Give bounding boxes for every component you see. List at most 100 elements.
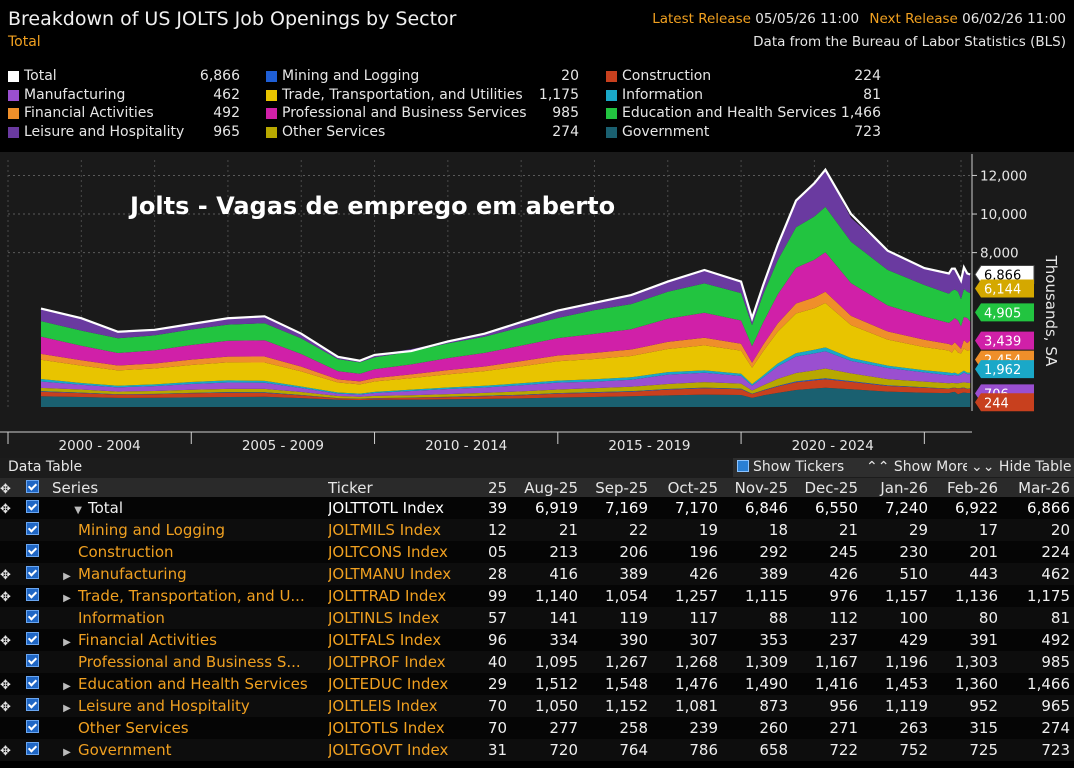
column-header-oct-25[interactable]: Oct-25 [667, 478, 718, 497]
column-header-sep-25[interactable]: Sep-25 [595, 478, 648, 497]
legend-item[interactable]: Professional and Business Services 985 [266, 104, 579, 122]
column-header-feb-26[interactable]: Feb-26 [946, 478, 998, 497]
row-checkbox[interactable] [26, 739, 52, 761]
ticker-cell[interactable]: JOLTMANU Index [328, 565, 452, 583]
partial-cell: 28 [488, 565, 508, 583]
legend-item[interactable]: Trade, Transportation, and Utilities 1,17… [266, 86, 579, 104]
ticker-cell[interactable]: JOLTMILS Index [328, 521, 441, 539]
column-header-mar-26[interactable]: Mar-26 [1018, 478, 1070, 497]
series-name[interactable]: Construction [52, 541, 328, 563]
expand-arrow-icon[interactable]: ▶ [63, 747, 71, 758]
ticker-cell[interactable]: JOLTPROF Index [328, 653, 446, 671]
value-cell: 443 [969, 565, 998, 583]
legend-item[interactable]: Education and Health Services 1,466 [606, 104, 881, 122]
series-name[interactable]: Professional and Business S... [52, 651, 328, 673]
row-checkbox[interactable] [26, 563, 52, 585]
x-tick-label: 2010 - 2014 [425, 438, 507, 454]
table-row[interactable]: ✥ ▶ Government JOLTGOVT Index 31 720 764 786 658… [0, 739, 1074, 761]
row-checkbox[interactable] [26, 629, 52, 651]
series-name[interactable]: ▶ Financial Activities [52, 629, 328, 651]
row-checkbox[interactable] [26, 651, 52, 673]
table-row[interactable]: ✥ ▶ Education and Health Services JOLTEDUC … [0, 673, 1074, 695]
expand-arrow-icon[interactable]: ▶ [63, 681, 71, 692]
move-icon[interactable]: ✥ [0, 678, 11, 693]
select-all-checkbox[interactable] [26, 478, 52, 497]
ticker-cell[interactable]: JOLTCONS Index [328, 543, 448, 561]
table-row[interactable]: ✥ ▶ Leisure and Hospitality JOLTLEIS Index 7… [0, 695, 1074, 717]
series-name[interactable]: Mining and Logging [52, 519, 328, 541]
row-checkbox[interactable] [26, 607, 52, 629]
series-name[interactable]: ▶ Leisure and Hospitality [52, 695, 328, 717]
expand-arrow-icon[interactable]: ▶ [63, 637, 71, 648]
table-row[interactable]: Mining and Logging JOLTMILS Index 12 21 22 19… [0, 519, 1074, 541]
move-icon[interactable]: ✥ [0, 502, 11, 517]
legend-item[interactable]: Manufacturing 462 [8, 86, 240, 104]
column-header-nov-25[interactable]: Nov-25 [734, 478, 788, 497]
ticker-cell[interactable]: JOLTTRAD Index [328, 587, 447, 605]
ticker-cell[interactable]: JOLTLEIS Index [328, 697, 438, 715]
ticker-cell[interactable]: JOLTOTLS Index [328, 719, 445, 737]
table-row[interactable]: Professional and Business S... JOLTPROF I… [0, 651, 1074, 673]
collapse-arrow-icon[interactable]: ▼ [74, 505, 82, 516]
legend-item[interactable]: Leisure and Hospitality 965 [8, 123, 240, 141]
series-area [40, 351, 971, 397]
table-row[interactable]: ✥ ▶ Trade, Transportation, and U... JOLTTRA… [0, 585, 1074, 607]
series-name[interactable]: ▶ Trade, Transportation, and U... [52, 585, 328, 607]
value-cell: 1,309 [745, 653, 788, 671]
column-header-aug-25[interactable]: Aug-25 [524, 478, 578, 497]
table-row[interactable]: ✥ ▶ Manufacturing JOLTMANU Index 28 416 389 426… [0, 563, 1074, 585]
ticker-cell[interactable]: JOLTGOVT Index [328, 741, 449, 759]
row-checkbox[interactable] [26, 673, 52, 695]
move-icon[interactable]: ✥ [0, 700, 11, 715]
series-name[interactable]: ▶ Education and Health Services [52, 673, 328, 695]
table-row-total[interactable]: ✥ ▼ Total JOLTTOTL Index 39 6,919 7,169 7,170 6,… [0, 497, 1074, 519]
row-checkbox[interactable] [26, 717, 52, 739]
series-name[interactable]: ▼ Total [52, 497, 328, 519]
hide-table-button[interactable]: ⌄⌄ Hide Table [967, 458, 1074, 477]
legend-item[interactable]: Government 723 [606, 123, 881, 141]
value-cell: 1,512 [535, 675, 578, 693]
table-row[interactable]: ✥ ▶ Financial Activities JOLTFALS Index 96 33… [0, 629, 1074, 651]
series-name[interactable]: Other Services [52, 717, 328, 739]
column-header-dec-25[interactable]: Dec-25 [804, 478, 858, 497]
ticker-cell[interactable]: JOLTINLS Index [328, 609, 440, 627]
chart-area[interactable]: 12,000 10,000 8,000 2000 - 2004 2005 - 2009 2… [0, 152, 1074, 458]
legend-item[interactable]: Other Services 274 [266, 123, 579, 141]
move-icon[interactable]: ✥ [0, 634, 11, 649]
series-name[interactable]: Information [52, 607, 328, 629]
table-row[interactable]: Construction JOLTCONS Index 05 213 206 196 292… [0, 541, 1074, 563]
ticker-cell[interactable]: JOLTFALS Index [328, 631, 442, 649]
row-checkbox[interactable] [26, 541, 52, 563]
expand-arrow-icon[interactable]: ▶ [63, 571, 71, 582]
table-row[interactable]: Information JOLTINLS Index 57 141 119 117 88 11… [0, 607, 1074, 629]
series-name[interactable]: ▶ Manufacturing [52, 563, 328, 585]
legend-item[interactable]: Construction 224 [606, 67, 881, 85]
show-tickers-toggle[interactable]: Show Tickers [733, 458, 863, 477]
row-checkbox[interactable] [26, 519, 52, 541]
value-cell: 1,140 [535, 587, 578, 605]
row-checkbox[interactable] [26, 497, 52, 519]
ticker-cell[interactable]: JOLTTOTL Index [328, 499, 444, 517]
value-cell: 7,169 [605, 499, 648, 517]
table-row[interactable]: Other Services JOLTOTLS Index 70 277 258 239 2… [0, 717, 1074, 739]
column-header-jan-26[interactable]: Jan-26 [880, 478, 928, 497]
move-all-icon[interactable]: ✥ [0, 481, 11, 497]
row-checkbox[interactable] [26, 585, 52, 607]
series-name[interactable]: ▶ Government [52, 739, 328, 761]
column-header-series[interactable]: Series [52, 478, 99, 497]
legend-item[interactable]: Financial Activities 492 [8, 104, 240, 122]
row-checkbox[interactable] [26, 695, 52, 717]
show-more-button[interactable]: ⌃⌃ Show More [862, 458, 971, 477]
move-icon[interactable]: ✥ [0, 744, 11, 759]
column-header-ticker[interactable]: Ticker [328, 478, 373, 497]
legend-item[interactable]: Information 81 [606, 86, 881, 104]
legend-item[interactable]: Total 6,866 [8, 67, 240, 85]
expand-arrow-icon[interactable]: ▶ [63, 593, 71, 604]
move-icon[interactable]: ✥ [0, 590, 11, 605]
ticker-cell[interactable]: JOLTEDUC Index [328, 675, 449, 693]
legend-item[interactable]: Mining and Logging 20 [266, 67, 579, 85]
value-cell: 292 [759, 543, 788, 561]
move-icon[interactable]: ✥ [0, 568, 11, 583]
expand-arrow-icon[interactable]: ▶ [63, 703, 71, 714]
move-icon [0, 541, 26, 563]
